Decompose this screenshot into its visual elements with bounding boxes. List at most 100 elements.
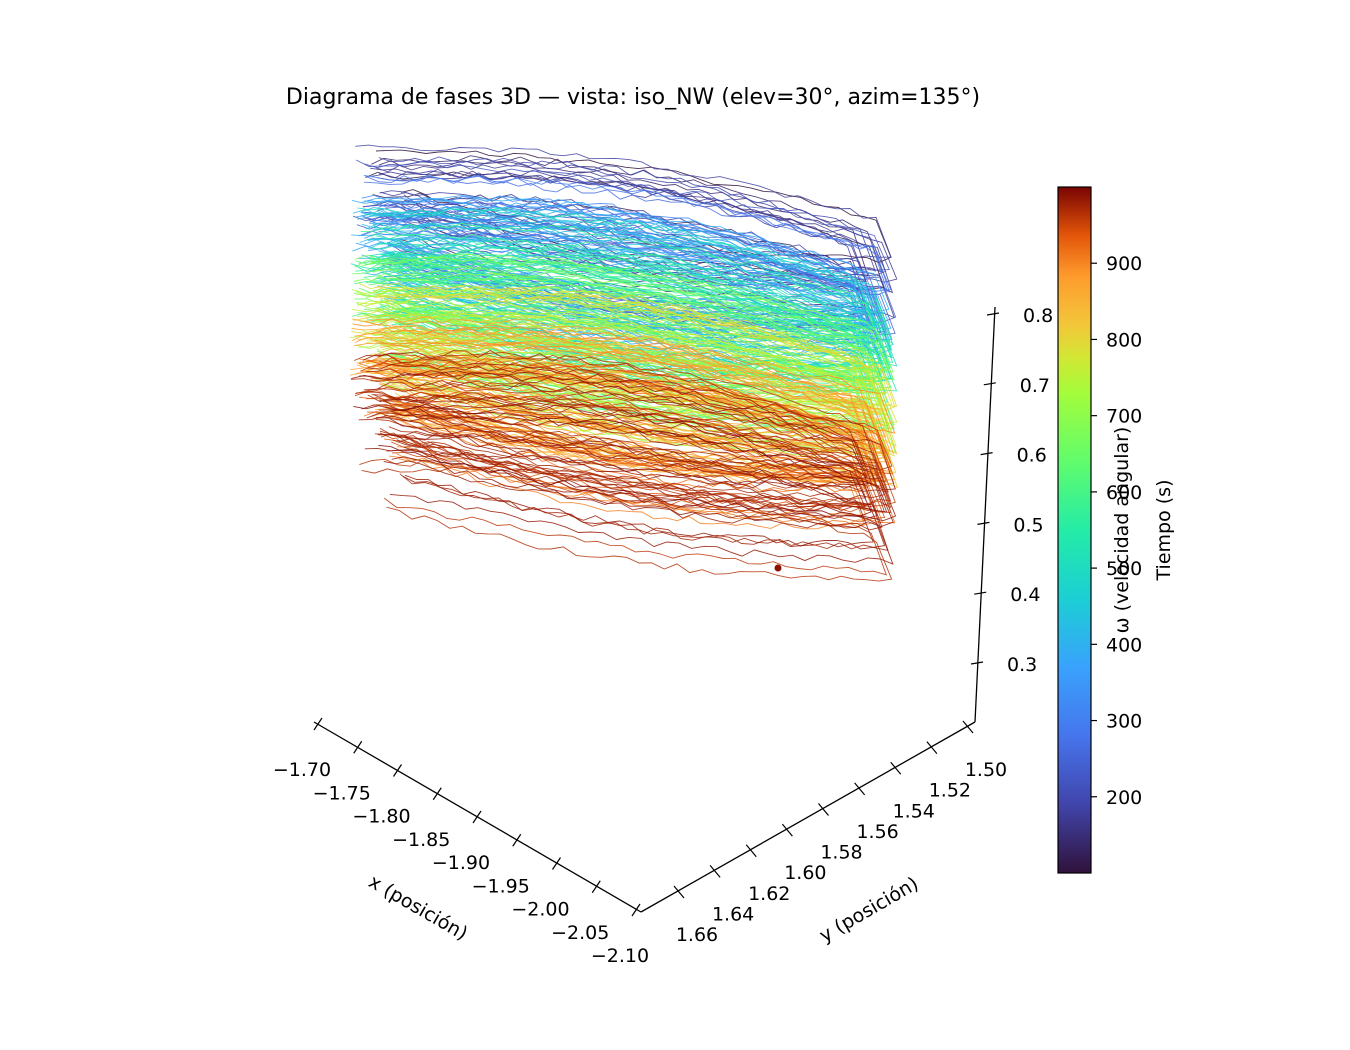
z-axis-tick-mark	[977, 521, 990, 525]
z-axis-label: ω (velocidad angular)	[1111, 427, 1133, 634]
trajectory-line	[365, 338, 895, 457]
trajectory-line	[359, 371, 869, 489]
y-axis-line	[640, 721, 976, 913]
z-axis-tick-mark	[980, 452, 993, 456]
z-axis-tick-mark	[983, 382, 996, 386]
colorbar-ticks: 200 300 400 500 600 700 800 900	[1091, 253, 1142, 809]
x-axis-tick-mark	[472, 810, 482, 824]
y-axis-tick-mark	[962, 720, 974, 734]
x-axis-tick-label: −2.05	[551, 922, 609, 944]
trajectory-line	[351, 197, 874, 311]
final-point-marker	[774, 564, 782, 572]
trajectory-line	[369, 167, 898, 283]
trajectory-line	[366, 412, 894, 529]
z-axis-tick-label: 0.5	[1013, 514, 1043, 536]
z-axis-tick-label: 0.6	[1017, 445, 1047, 467]
trajectory-line	[360, 361, 887, 483]
trajectory-line	[364, 447, 894, 565]
trajectory-line	[354, 336, 898, 455]
colorbar	[1057, 186, 1092, 874]
z-axis-ticks: 0.8 0.7 0.6 0.5 0.4 0.3	[970, 305, 1053, 676]
x-axis-tick-label: −1.80	[352, 806, 410, 828]
trajectory-line	[355, 255, 883, 376]
z-axis-tick-label: 0.3	[1007, 654, 1037, 676]
x-axis-tick-mark	[631, 903, 641, 917]
trajectory-line	[369, 253, 898, 369]
colorbar-tick-label: 800	[1106, 329, 1142, 351]
y-axis-tick-label: 1.52	[929, 780, 971, 802]
chart-title: Diagrama de fases 3D — vista: iso_NW (el…	[286, 85, 980, 110]
y-axis-tick-mark	[818, 803, 829, 816]
y-axis-tick-label: 1.64	[712, 903, 754, 925]
x-axis-tick-mark	[313, 717, 323, 731]
y-axis-tick-label: 1.50	[965, 759, 1007, 781]
colorbar-tick-label: 200	[1106, 787, 1142, 809]
x-axis-tick-mark	[353, 740, 363, 754]
trajectory-line	[353, 405, 872, 517]
trajectory-line	[363, 410, 884, 526]
colorbar-tick-label: 700	[1106, 406, 1142, 428]
z-axis-line	[974, 306, 996, 723]
trajectory-line	[378, 345, 892, 464]
x-axis-tick-mark	[393, 764, 402, 777]
y-axis-tick-mark	[673, 885, 685, 899]
trajectory-line	[358, 415, 883, 531]
trajectory-line	[354, 385, 867, 505]
x-axis-tick-label: −1.75	[313, 782, 371, 804]
trajectory-line	[352, 205, 881, 327]
trajectory-line	[376, 263, 882, 380]
trajectory-line	[359, 354, 882, 478]
trajectory-line	[354, 341, 887, 459]
x-axis-tick-mark	[591, 880, 601, 894]
x-axis-ticks: −1.70−1.75−1.80−1.85−1.90−1.95−2.00−2.05…	[273, 717, 649, 967]
trajectory-line	[367, 392, 866, 512]
trajectory-line	[373, 394, 886, 513]
y-axis-tick-mark	[745, 844, 757, 858]
trajectory-line	[373, 222, 869, 342]
y-axis-tick-mark	[926, 741, 938, 755]
trajectory-line	[372, 282, 873, 404]
x-axis-label: x (posición)	[365, 871, 472, 945]
colorbar-label: Tiempo (s)	[1153, 480, 1175, 582]
y-axis-tick-mark	[854, 782, 866, 796]
trajectory-line	[360, 366, 873, 483]
y-axis-label: y (posición)	[816, 873, 923, 947]
y-axis-ticks: 1.501.521.541.561.581.601.621.641.66	[673, 720, 1007, 946]
trajectory-line	[354, 349, 865, 470]
y-axis-tick-label: 1.66	[676, 924, 718, 946]
trajectory-line	[364, 310, 898, 425]
x-axis-tick-label: −2.00	[511, 899, 569, 921]
trajectory-line	[356, 358, 879, 482]
trajectory-line	[351, 370, 896, 491]
z-axis-tick-mark	[970, 661, 984, 665]
colorbar-tick-label: 400	[1106, 634, 1142, 656]
trajectory-line	[351, 329, 867, 445]
colorbar-tick-label: 900	[1106, 253, 1142, 275]
trajectory-line	[352, 315, 875, 431]
y-axis-tick-label: 1.60	[784, 862, 826, 884]
trajectory-line	[360, 310, 895, 430]
z-axis-tick-mark	[986, 312, 1000, 316]
y-axis-tick-label: 1.54	[893, 800, 935, 822]
trajectory-line	[352, 323, 866, 440]
x-axis-tick-label: −1.85	[392, 829, 450, 851]
z-axis-tick-label: 0.7	[1020, 375, 1050, 397]
colorbar-tick-label: 600	[1106, 482, 1142, 504]
trajectory-line	[367, 363, 868, 480]
z-axis-tick-mark	[974, 591, 987, 595]
x-axis-tick-mark	[432, 787, 442, 801]
colorbar-tick-label: 300	[1106, 711, 1142, 733]
colorbar-tick-label: 500	[1106, 558, 1142, 580]
trajectory-line	[370, 371, 866, 493]
trajectory-line	[375, 293, 896, 408]
z-axis-tick-label: 0.8	[1023, 305, 1053, 327]
trajectory-line	[355, 391, 892, 509]
x-axis-tick-label: −1.90	[432, 852, 490, 874]
trajectory-line	[364, 232, 870, 346]
trajectory-line	[375, 149, 892, 264]
y-axis-tick-label: 1.56	[856, 821, 898, 843]
trajectory-line	[363, 380, 885, 500]
trajectory-line	[371, 394, 888, 513]
trajectory-line	[351, 332, 886, 452]
